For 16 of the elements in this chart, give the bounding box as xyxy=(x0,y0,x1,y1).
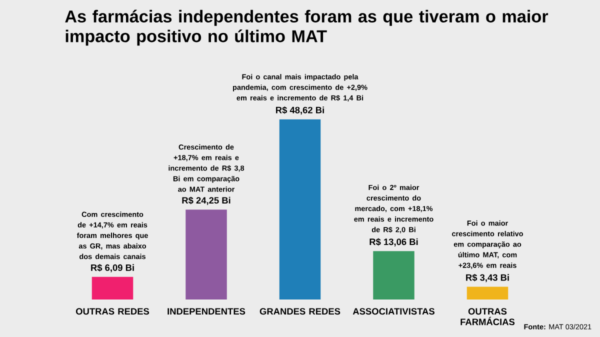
bar xyxy=(279,119,321,300)
x-tick-label: OUTRAS FARMÁCIAS xyxy=(460,308,515,326)
data-label: R$ 13,06 Bi xyxy=(370,238,418,246)
data-label: R$ 3,43 Bi xyxy=(466,274,509,282)
x-tick-label: INDEPENDENTES xyxy=(168,308,246,315)
bar xyxy=(92,276,134,300)
bar xyxy=(466,286,508,300)
x-tick-label: OUTRAS REDES xyxy=(76,308,150,315)
bar xyxy=(373,251,414,300)
data-label: R$ 48,62 Bi xyxy=(276,106,324,115)
chart-title: As farmácias independentes foram as que tiveram o maior impacto positivo no último MAT xyxy=(65,10,548,46)
bar xyxy=(186,210,227,300)
x-tick-label: GRANDES REDES xyxy=(260,308,340,315)
x-tick-label: ASSOCIATIVISTAS xyxy=(352,308,434,315)
data-label: R$ 24,25 Bi xyxy=(182,196,230,205)
data-label: R$ 6,09 Bi xyxy=(91,264,134,272)
